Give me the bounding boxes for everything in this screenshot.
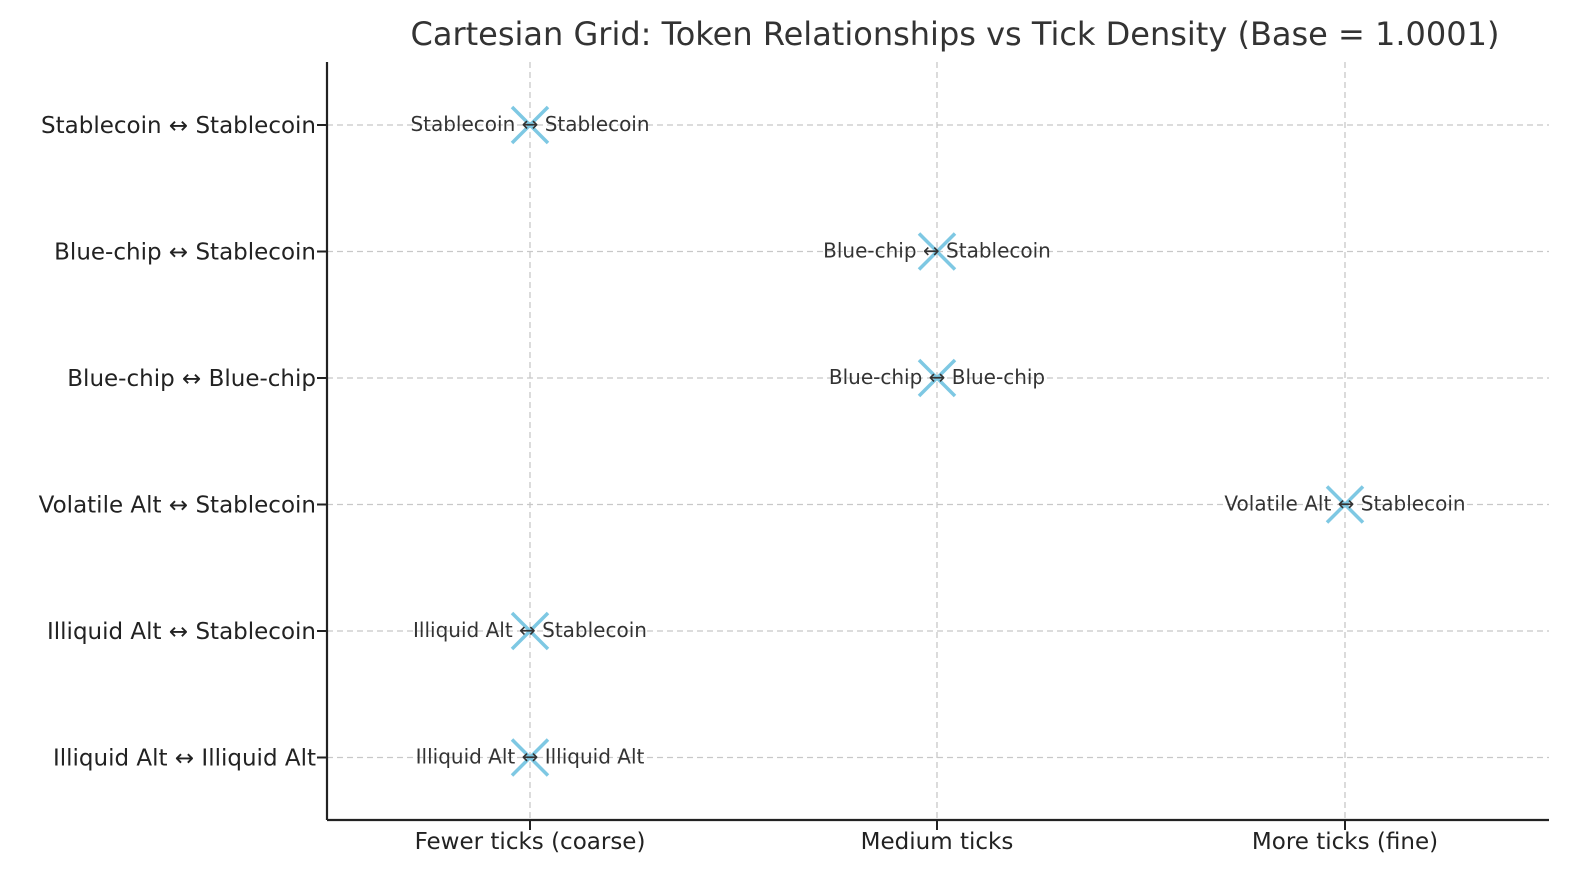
x-tick-label: Fewer ticks (coarse) — [415, 829, 646, 855]
data-labels-layer: Stablecoin ↔ Stablecoin Blue-chip ↔ Stabl… — [410, 112, 1465, 769]
y-tick-label: Blue-chip ↔ Stablecoin — [54, 240, 316, 266]
tick-labels-layer: Illiquid Alt ↔ Illiquid Alt Illiquid Alt … — [39, 113, 1438, 855]
data-point-label: Blue-chip ↔ Blue-chip — [829, 365, 1045, 389]
data-point-marker — [510, 105, 550, 145]
y-tick-label: Volatile Alt ↔ Stablecoin — [39, 493, 316, 519]
data-point-marker — [1325, 485, 1365, 524]
marks-layer — [510, 105, 1365, 777]
axes-layer — [325, 62, 1549, 822]
data-point-marker — [510, 611, 550, 651]
data-point-marker — [917, 232, 957, 271]
data-point-label: Stablecoin ↔ Stablecoin — [410, 112, 649, 136]
data-point-label: Illiquid Alt ↔ Illiquid Alt — [416, 745, 645, 769]
y-tick-label: Illiquid Alt ↔ Illiquid Alt — [53, 746, 316, 772]
y-tick-label: Blue-chip ↔ Blue-chip — [67, 366, 316, 392]
data-point-label: Illiquid Alt ↔ Stablecoin — [413, 618, 647, 642]
data-point-marker — [510, 738, 550, 777]
data-point-label: Volatile Alt ↔ Stablecoin — [1224, 492, 1465, 516]
data-point-marker — [917, 358, 957, 398]
y-tick-label: Stablecoin ↔ Stablecoin — [41, 113, 316, 139]
x-tick-label: More ticks (fine) — [1252, 829, 1438, 855]
grid-layer — [327, 62, 1549, 820]
y-tick-label: Illiquid Alt ↔ Stablecoin — [47, 619, 316, 645]
data-point-label: Blue-chip ↔ Stablecoin — [823, 239, 1051, 263]
chart-title: Cartesian Grid: Token Relationships vs T… — [411, 15, 1500, 53]
x-tick-label: Medium ticks — [861, 829, 1014, 855]
